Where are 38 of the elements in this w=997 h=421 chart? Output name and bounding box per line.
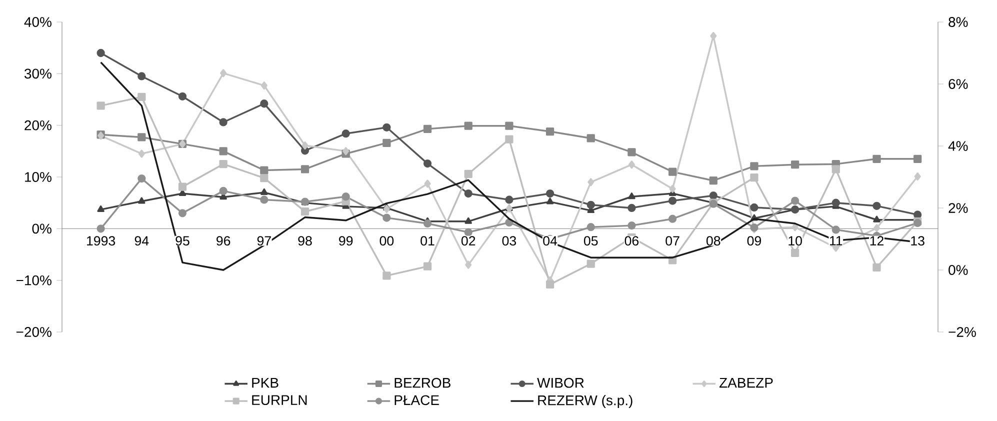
legend-label: BEZROB <box>394 378 450 388</box>
x-tick-label: 95 <box>176 236 190 246</box>
x-tick-label: 10 <box>788 236 802 246</box>
x-tick-label: 02 <box>461 236 476 246</box>
y-tick-label: 30% <box>24 68 52 79</box>
y2-tick-label: 0% <box>948 265 968 275</box>
y-tick-label: −10% <box>16 275 52 286</box>
x-tick-label: 99 <box>339 236 353 246</box>
y-tick-label: 40% <box>24 17 52 27</box>
x-tick-label: 96 <box>216 236 230 246</box>
legend-label: EURPLN <box>252 395 307 406</box>
x-tick-label: 94 <box>134 236 149 246</box>
x-tick-label: 08 <box>706 236 720 246</box>
x-tick-label: 09 <box>747 236 762 246</box>
legend-label: PŁACE <box>394 395 439 406</box>
y-tick-label: 10% <box>25 172 52 182</box>
y2-tick-label: 4% <box>948 141 968 151</box>
x-tick-label: 07 <box>666 236 680 246</box>
x-tick-label: 03 <box>502 236 516 246</box>
y2-tick-label: 8% <box>948 17 968 27</box>
x-tick-label: 12 <box>870 236 884 246</box>
x-tick-label: 98 <box>298 236 312 246</box>
x-tick-label: 1993 <box>87 236 116 246</box>
legend-label: REZERW (s.p.) <box>538 395 632 408</box>
y-tick-label: 20% <box>24 120 52 130</box>
y-tick-label: −20% <box>16 327 52 337</box>
y2-tick-label: 2% <box>948 203 968 213</box>
legend-label: WIBOR <box>537 378 584 388</box>
y2-tick-label: −2% <box>948 327 976 337</box>
x-tick-label: 06 <box>624 236 639 246</box>
x-tick-label: 00 <box>380 236 394 246</box>
x-tick-label: 01 <box>420 236 434 246</box>
y-tick-label: 0% <box>32 224 52 234</box>
y2-tick-label: 6% <box>948 79 968 89</box>
legend-label: ZABEZP <box>719 378 773 388</box>
legend-label: PKB <box>252 378 278 388</box>
x-tick-label: 05 <box>584 236 598 246</box>
x-tick-label: 97 <box>257 236 271 246</box>
